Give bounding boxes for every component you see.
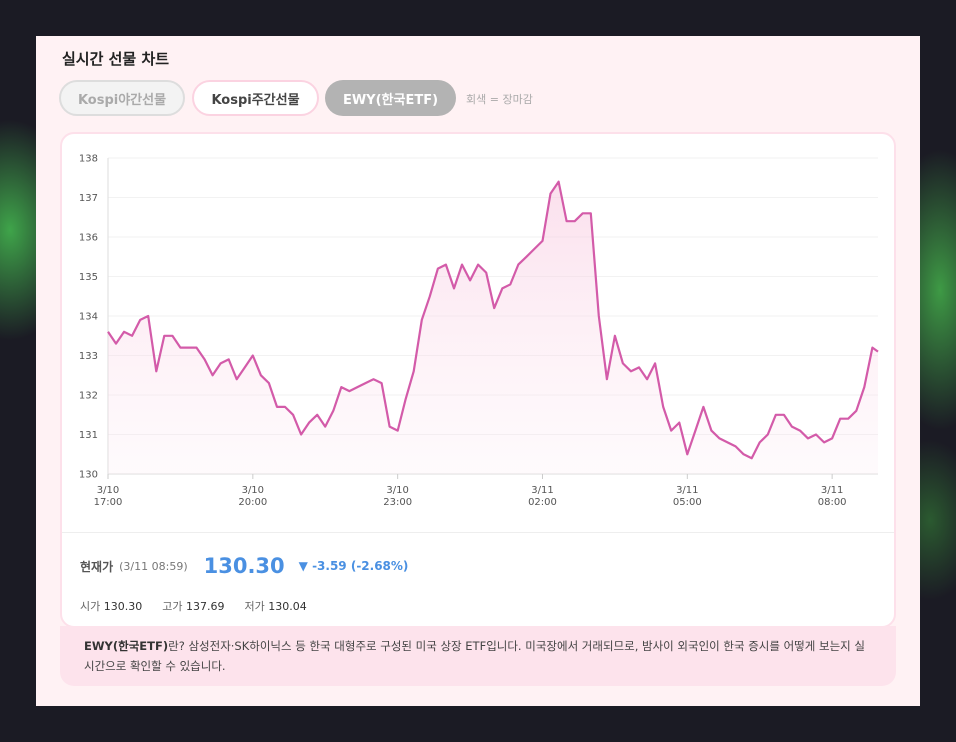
tab[interactable]: Kospi야간선물 [59, 80, 185, 116]
stat: 저가 130.04 [245, 598, 307, 614]
panel: 실시간 선물 차트 Kospi야간선물 Kospi주간선물 EWY(한국ETF)… [36, 36, 920, 706]
chart-card: 130 131 132 133 134 135 136 137 138 3/10 17:00 3/10… [60, 132, 896, 628]
x-tick-label-line: 08:00 [818, 497, 847, 508]
x-tick-label-line: 3/11 [531, 485, 553, 496]
x-tick-label-line: 23:00 [383, 497, 412, 508]
y-tick-label: 130 [79, 470, 98, 481]
x-tick-label-line: 3/10 [386, 485, 408, 496]
y-tick-label: 137 [79, 193, 98, 204]
tab[interactable]: EWY(한국ETF) [325, 80, 456, 116]
quote-price: 130.30 [203, 554, 285, 578]
x-tick-label-line: 20:00 [238, 497, 267, 508]
quote-time: (3/11 08:59) [119, 559, 188, 573]
stat-value: 130.30 [103, 600, 143, 613]
stat-label: 고가 [162, 600, 183, 613]
stat: 고가 137.69 [162, 598, 224, 614]
y-tick-label: 138 [79, 154, 98, 165]
y-tick-label: 134 [79, 312, 98, 323]
divider [62, 532, 894, 533]
description-term: EWY(한국ETF) [84, 639, 169, 653]
stat-label: 시가 [80, 600, 101, 613]
y-tick-label: 133 [79, 351, 98, 362]
area [108, 181, 878, 474]
y-tick-label: 132 [79, 391, 98, 402]
y-tick-label: 136 [79, 233, 98, 244]
x-tick-label-line: 05:00 [673, 497, 702, 508]
stat-label: 저가 [244, 600, 265, 613]
x-tick-label: 3/10 17:00 [94, 485, 123, 508]
description-text: 란? 삼성전자·SK하이닉스 등 한국 대형주로 구성된 미국 상장 ETF입니… [84, 639, 865, 673]
x-tick-label-line: 3/10 [97, 485, 119, 496]
x-tick-label-line: 3/11 [821, 485, 843, 496]
quote: 현재가 (3/11 08:59) 130.30 ▼ -3.59 (-2.68%) [80, 554, 408, 578]
x-tick-label: 3/11 05:00 [673, 485, 702, 508]
line [107, 180, 879, 460]
x-tick-label: 3/10 23:00 [383, 485, 412, 508]
x-tick-label: 3/10 20:00 [238, 485, 267, 508]
x-tick-label-line: 02:00 [528, 497, 557, 508]
x-tick-label: 3/11 08:00 [818, 485, 847, 508]
stat: 시가 130.30 [80, 598, 142, 614]
quote-change: ▼ -3.59 (-2.68%) [298, 559, 409, 573]
y-tick-label: 131 [79, 430, 98, 441]
y-tick-label: 135 [79, 272, 98, 283]
quote-label: 현재가 [80, 559, 114, 574]
legend-note: 회색 = 장마감 [466, 93, 533, 106]
stat-value: 130.04 [268, 600, 307, 613]
x-tick-label-line: 3/10 [242, 485, 264, 496]
description: EWY(한국ETF)란? 삼성전자·SK하이닉스 등 한국 대형주로 구성된 미… [60, 626, 896, 686]
x-tick-label-line: 17:00 [94, 497, 123, 508]
x-tick-label: 3/11 02:00 [528, 485, 557, 508]
x-tick-label-line: 3/11 [676, 485, 698, 496]
stat-value: 137.69 [186, 600, 225, 613]
tab[interactable]: Kospi주간선물 [192, 80, 319, 116]
stats: 시가 130.30 고가 137.69 저가 130.04 [80, 598, 307, 614]
title: 실시간 선물 차트 [62, 50, 170, 68]
